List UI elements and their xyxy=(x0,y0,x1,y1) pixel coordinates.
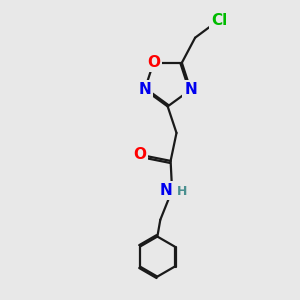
Text: N: N xyxy=(138,82,151,97)
Text: N: N xyxy=(160,183,172,198)
Text: O: O xyxy=(133,147,146,162)
Text: Cl: Cl xyxy=(211,14,227,28)
Text: H: H xyxy=(177,185,188,198)
Text: N: N xyxy=(184,82,197,97)
Text: O: O xyxy=(147,55,160,70)
